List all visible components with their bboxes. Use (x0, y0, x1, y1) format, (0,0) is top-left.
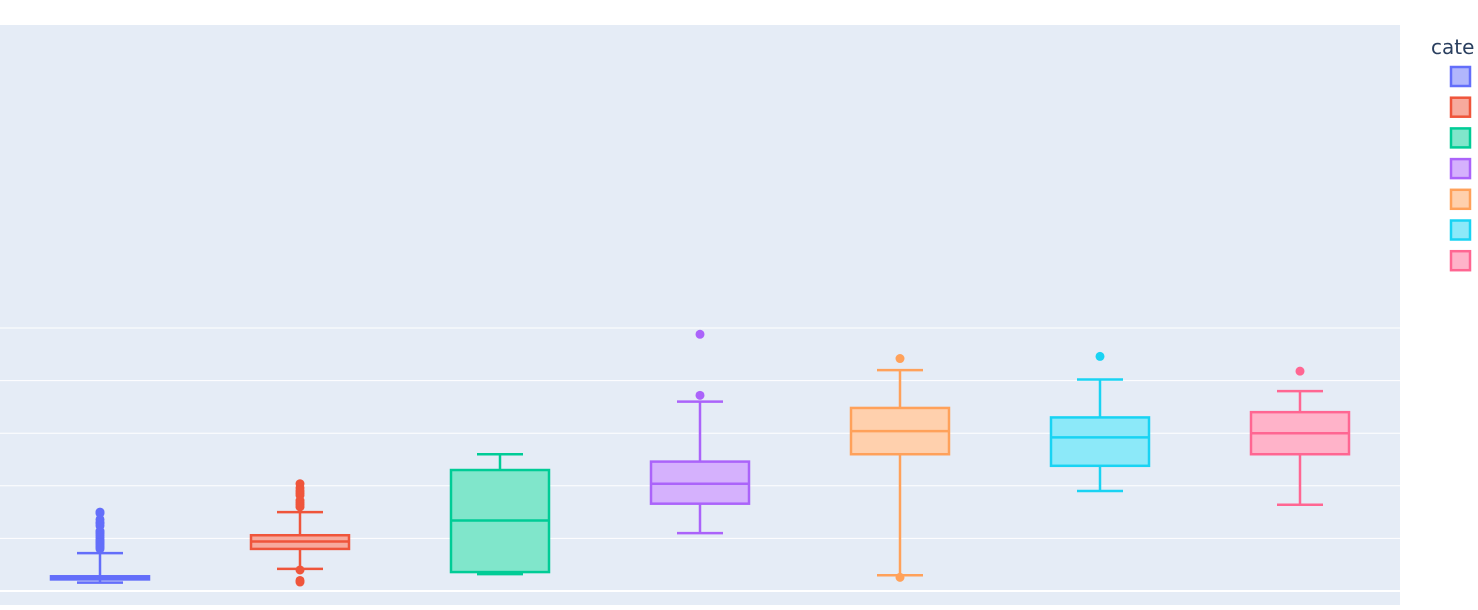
outlier-point (1095, 351, 1105, 361)
box-iqr (1049, 416, 1151, 468)
legend-swatch-3 (1449, 127, 1472, 149)
outlier-point (695, 329, 705, 339)
legend-swatch-4 (1449, 157, 1472, 180)
legend-items (1449, 65, 1472, 272)
outlier-point (895, 354, 905, 364)
box-series-3 (449, 452, 551, 576)
outlier-point (695, 390, 705, 400)
box-series-2 (249, 479, 351, 587)
outlier-point (95, 544, 105, 554)
box-series-6 (1049, 351, 1151, 493)
box-series-5 (849, 354, 951, 582)
outlier-point (295, 577, 305, 587)
box-series-7 (1249, 366, 1351, 506)
outlier-point (1295, 366, 1305, 376)
legend-title: cate (1431, 35, 1474, 59)
legend-swatch-6 (1449, 219, 1472, 241)
legend-swatch-7 (1449, 249, 1472, 272)
outlier-point (895, 572, 905, 582)
legend: cate (1431, 35, 1474, 272)
box-series-group (49, 329, 1351, 587)
outlier-point (295, 565, 305, 575)
box-series-1 (49, 507, 151, 584)
legend-swatch-1 (1449, 65, 1472, 88)
legend-swatch-2 (1449, 96, 1472, 118)
box-series-4 (649, 329, 751, 535)
outlier-point (95, 508, 105, 518)
legend-swatch-5 (1449, 188, 1472, 211)
outlier-point (295, 502, 305, 512)
